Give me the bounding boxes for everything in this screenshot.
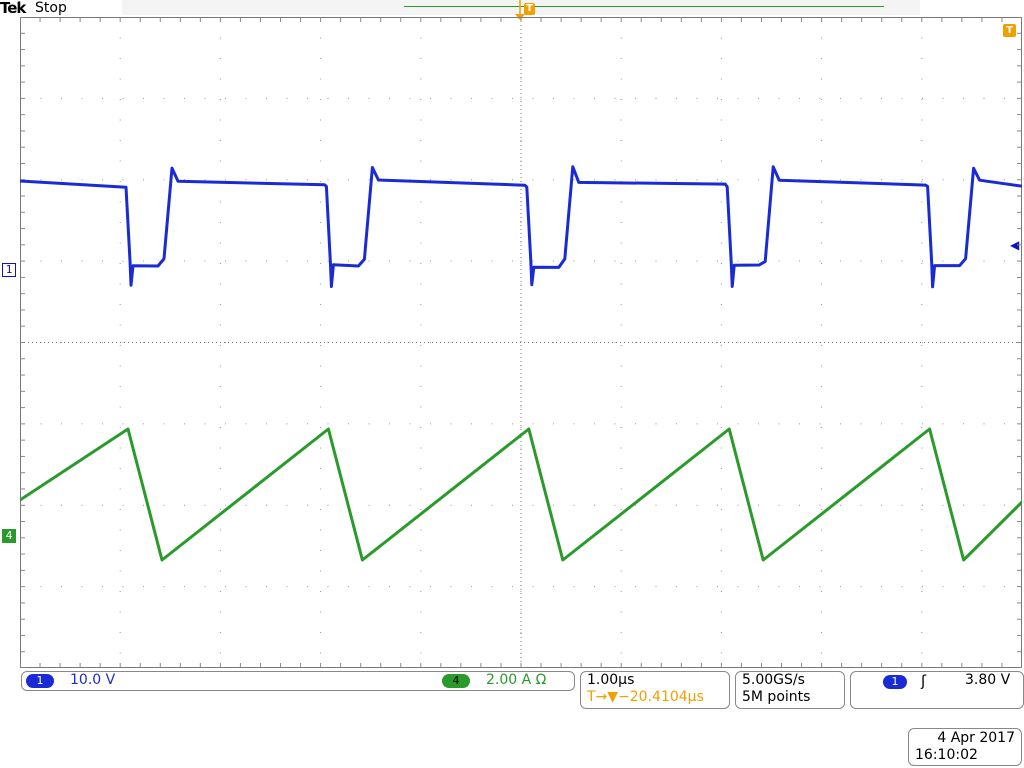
trigger-level-label: T [1003, 24, 1016, 37]
trigger-level: 3.80 V [965, 672, 1011, 688]
timestamp-readout: 4 Apr 2017 16:10:02 [908, 728, 1022, 766]
status-bar: Tek Stop T [0, 0, 1024, 20]
trigger-position-label: T [524, 3, 535, 15]
acquisition-status: Stop [35, 0, 67, 16]
brand-logo: Tek [0, 0, 26, 17]
channel-readout[interactable]: 1 10.0 V 4 2.00 A Ω [21, 671, 575, 691]
ch4-badge[interactable]: 4 [442, 674, 470, 688]
ch1-ground-marker[interactable]: 1 [2, 263, 16, 277]
waveform-display [20, 17, 1022, 668]
sample-rate: 5.00GS/s [742, 672, 805, 688]
trigger-level-arrow-icon[interactable]: ◀ [1010, 238, 1020, 252]
ch4-ground-marker[interactable]: 4 [2, 529, 16, 543]
record-length: 5M points [742, 689, 811, 705]
trigger-source-badge: 1 [883, 675, 907, 689]
ch4-trace [20, 427, 1022, 562]
graticule [20, 17, 1022, 668]
time: 16:10:02 [915, 747, 978, 763]
ch1-badge[interactable]: 1 [26, 674, 54, 688]
date: 4 Apr 2017 [937, 730, 1015, 746]
acquisition-readout[interactable]: 5.00GS/s 5M points [735, 671, 845, 709]
record-view-bar [122, 0, 920, 15]
record-span-indicator [404, 6, 884, 7]
ch4-scale: 2.00 A Ω [486, 672, 547, 688]
trigger-delay: T→▼−20.4104µs [587, 689, 704, 705]
timebase: 1.00µs [587, 672, 635, 688]
horizontal-readout[interactable]: 1.00µs T→▼−20.4104µs [580, 671, 730, 709]
trigger-readout[interactable]: 1 ʃ 3.80 V [850, 671, 1024, 709]
ch1-scale: 10.0 V [70, 672, 116, 688]
ch1-trace [20, 165, 1022, 289]
rising-edge-icon: ʃ [921, 672, 927, 690]
